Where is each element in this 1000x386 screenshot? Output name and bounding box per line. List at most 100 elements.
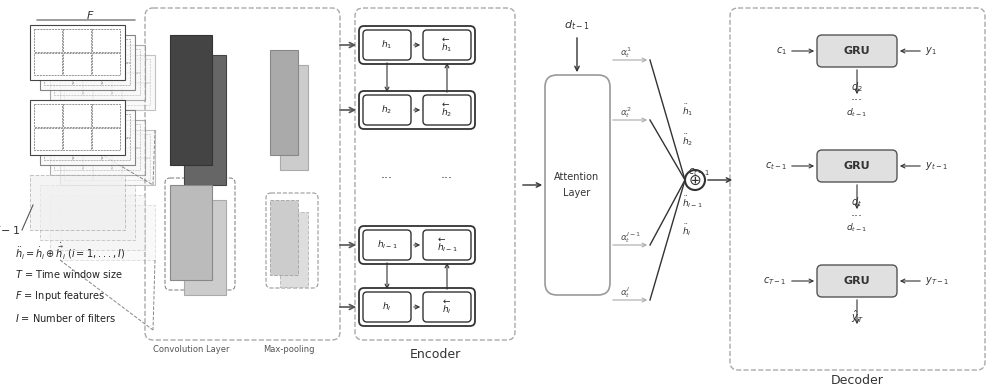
Bar (64, 59, 92, 81)
Text: $\hat{y}_T$: $\hat{y}_T$ (851, 309, 863, 325)
Bar (83, 124, 111, 147)
Bar (270, 50, 298, 155)
Bar (184, 55, 226, 185)
Bar (30, 25, 125, 80)
Bar (73, 63, 101, 85)
Text: Bi-GRU: Bi-GRU (411, 0, 459, 2)
Text: ...: ... (381, 169, 393, 181)
Bar (64, 83, 92, 105)
FancyBboxPatch shape (423, 30, 471, 60)
Text: $I$ = Number of filters: $I$ = Number of filters (15, 312, 116, 324)
Bar (184, 200, 226, 295)
Bar (112, 49, 140, 71)
Bar (93, 59, 121, 81)
Text: ...: ... (441, 169, 453, 181)
Text: $F$: $F$ (86, 9, 94, 21)
Bar (60, 205, 155, 260)
Bar (54, 147, 82, 170)
Bar (60, 130, 155, 185)
Text: $\ddot{h}_1$: $\ddot{h}_1$ (682, 102, 694, 118)
FancyBboxPatch shape (363, 30, 411, 60)
Bar (34, 52, 62, 75)
Text: CNN: CNN (228, 0, 257, 2)
Bar (92, 127, 120, 150)
Text: $\oplus$: $\oplus$ (688, 173, 702, 188)
Text: $y_{T-1}$: $y_{T-1}$ (925, 275, 949, 287)
Bar (54, 124, 82, 147)
FancyBboxPatch shape (423, 292, 471, 322)
Text: $d_{t-1}$: $d_{t-1}$ (564, 18, 590, 32)
Bar (73, 137, 101, 160)
Text: $T-1$: $T-1$ (0, 224, 20, 236)
Text: $c_{t-1}$: $c_{t-1}$ (688, 166, 710, 178)
Text: Layer: Layer (563, 188, 591, 198)
FancyBboxPatch shape (363, 292, 411, 322)
Bar (280, 65, 308, 170)
Text: $d_{t-1}$: $d_{t-1}$ (846, 107, 868, 119)
Bar (44, 114, 72, 137)
Bar (280, 212, 308, 287)
Text: GRU: GRU (844, 276, 870, 286)
Bar (63, 52, 91, 75)
Text: $F$ = Input features: $F$ = Input features (15, 289, 105, 303)
Bar (40, 35, 135, 90)
Bar (60, 55, 155, 110)
Text: $h_I$: $h_I$ (382, 301, 392, 313)
FancyBboxPatch shape (363, 95, 411, 125)
Bar (30, 100, 125, 155)
FancyBboxPatch shape (817, 150, 897, 182)
FancyBboxPatch shape (423, 95, 471, 125)
Bar (30, 175, 125, 230)
Bar (102, 137, 130, 160)
Text: $\overleftarrow{h}_{I-1}$: $\overleftarrow{h}_{I-1}$ (437, 236, 457, 254)
Bar (64, 134, 92, 156)
Bar (50, 45, 145, 100)
Text: $\overleftarrow{h}_I$: $\overleftarrow{h}_I$ (442, 298, 452, 316)
Bar (50, 195, 145, 250)
Bar (34, 104, 62, 127)
Text: $h_{I-1}$: $h_{I-1}$ (377, 239, 397, 251)
Text: ...: ... (851, 205, 863, 218)
Text: $\ddot{h}_I$: $\ddot{h}_I$ (682, 222, 692, 238)
Bar (112, 73, 140, 95)
Text: $\alpha_t^2$: $\alpha_t^2$ (620, 105, 632, 120)
Bar (92, 29, 120, 51)
Text: $\overleftarrow{h}_1$: $\overleftarrow{h}_1$ (441, 36, 453, 54)
Text: Attention: Attention (554, 172, 600, 182)
Bar (63, 127, 91, 150)
Bar (92, 52, 120, 75)
FancyBboxPatch shape (423, 230, 471, 260)
Bar (44, 39, 72, 61)
Bar (83, 73, 111, 95)
Bar (54, 73, 82, 95)
Bar (54, 49, 82, 71)
Bar (83, 49, 111, 71)
Bar (102, 114, 130, 137)
Text: Max-pooling: Max-pooling (263, 345, 315, 354)
Text: $d_2$: $d_2$ (851, 80, 863, 94)
Bar (112, 147, 140, 170)
Bar (92, 104, 120, 127)
Bar (63, 104, 91, 127)
Bar (270, 200, 298, 275)
Bar (102, 63, 130, 85)
FancyBboxPatch shape (363, 230, 411, 260)
Text: $\overleftarrow{h}_2$: $\overleftarrow{h}_2$ (441, 101, 453, 119)
Text: Decoder: Decoder (831, 374, 884, 386)
Bar (44, 63, 72, 85)
Text: $T$ = Time window size: $T$ = Time window size (15, 268, 123, 280)
Text: $\alpha_t^{I-1}$: $\alpha_t^{I-1}$ (620, 230, 641, 245)
Text: $y_{t-1}$: $y_{t-1}$ (925, 160, 948, 172)
Text: $c_1$: $c_1$ (776, 45, 787, 57)
Text: Convolution Layer: Convolution Layer (153, 345, 229, 354)
Text: $h_2$: $h_2$ (381, 104, 393, 116)
Bar (73, 114, 101, 137)
FancyBboxPatch shape (817, 265, 897, 297)
Text: $\ddot{h}_2$: $\ddot{h}_2$ (682, 132, 694, 148)
Text: $d_{t-1}$: $d_{t-1}$ (846, 222, 868, 234)
Text: ...: ... (851, 90, 863, 103)
Bar (122, 134, 150, 156)
Bar (64, 157, 92, 180)
Bar (50, 120, 145, 175)
Bar (73, 39, 101, 61)
